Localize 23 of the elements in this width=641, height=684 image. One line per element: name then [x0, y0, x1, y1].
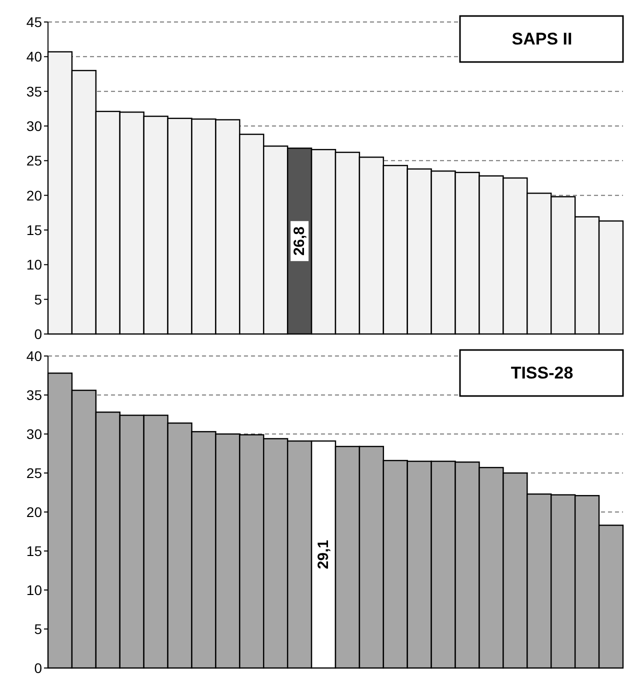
- y-tick-label: 40: [26, 348, 42, 364]
- y-tick-label: 35: [26, 83, 42, 100]
- data-label: 29,1: [315, 540, 332, 570]
- y-tick-label: 0: [34, 660, 42, 676]
- y-tick-label: 10: [26, 256, 42, 273]
- y-tick-label: 5: [34, 291, 42, 308]
- y-tick-label: 0: [34, 326, 42, 342]
- y-tick-label: 5: [34, 621, 42, 637]
- y-tick-label: 20: [26, 187, 42, 204]
- y-tick-label: 15: [26, 222, 42, 238]
- y-tick-label: 20: [26, 504, 42, 520]
- y-tick-label: 25: [26, 152, 42, 169]
- y-tick-label: 35: [26, 387, 42, 403]
- y-tick-label: 30: [26, 426, 42, 442]
- y-tick-label: 10: [26, 582, 42, 598]
- y-tick-label: 15: [26, 543, 42, 559]
- y-tick-label: 40: [26, 48, 42, 65]
- text: SAPS II: [512, 30, 572, 48]
- data-label: 26,8: [291, 226, 308, 256]
- y-tick-label: 30: [26, 118, 42, 134]
- y-tick-label: 25: [26, 465, 42, 481]
- chart-title: TISS-28: [510, 364, 574, 382]
- y-tick-label: 45: [26, 14, 42, 30]
